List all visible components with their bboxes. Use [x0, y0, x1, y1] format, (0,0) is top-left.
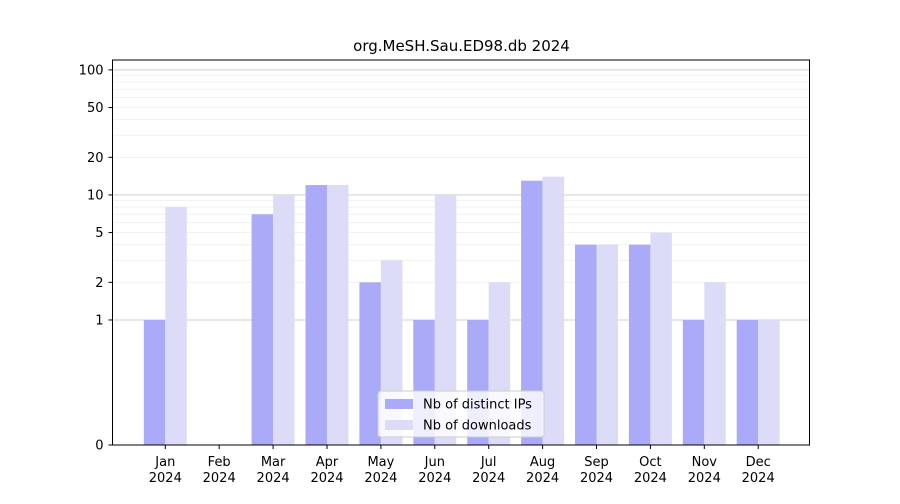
- x-axis: Jan 2024 Feb 2024 Mar 2024 Apr 2024 May 2024 Jun 20…: [149, 445, 775, 486]
- bar-distinct-ips: [628, 244, 651, 445]
- y-tick-label: 0: [95, 439, 103, 454]
- x-tick-label: Jul 2024: [472, 455, 505, 486]
- y-tick-label: 5: [95, 226, 103, 241]
- bar-distinct-ips: [305, 185, 327, 445]
- bars: [143, 176, 780, 445]
- bar-downloads: [758, 319, 780, 445]
- x-tick-label: Sep 2024: [580, 455, 613, 486]
- y-tick-label: 1: [95, 313, 103, 328]
- bar-downloads: [650, 232, 672, 445]
- legend-swatch-downloads: [385, 420, 413, 430]
- x-tick-label: Mar 2024: [257, 455, 290, 486]
- legend-swatch-distinct-ips: [385, 399, 413, 409]
- y-tick-label: 2: [95, 276, 103, 291]
- bar-distinct-ips: [736, 319, 759, 445]
- bar-distinct-ips: [682, 319, 705, 445]
- x-tick-label: Jan 2024: [149, 455, 182, 486]
- plot-frame: [112, 59, 810, 446]
- bar-distinct-ips: [359, 282, 381, 445]
- legend-label-distinct-ips: Nb of distinct IPs: [423, 398, 532, 413]
- bar-distinct-ips: [521, 180, 543, 445]
- y-tick-label: 20: [87, 151, 104, 166]
- bar-downloads: [542, 176, 565, 445]
- y-tick-label: 10: [87, 188, 104, 203]
- x-tick-label: Oct 2024: [634, 455, 667, 486]
- x-tick-label: Apr 2024: [310, 455, 343, 486]
- x-tick-label: Feb 2024: [203, 455, 236, 486]
- x-tick-label: Dec 2024: [742, 455, 775, 486]
- y-tick-label: 50: [87, 101, 104, 116]
- bar-downloads: [596, 244, 618, 445]
- x-tick-label: Jun 2024: [418, 455, 451, 486]
- x-tick-label: Nov 2024: [688, 455, 721, 486]
- bar-downloads: [327, 185, 349, 445]
- y-axis: 0 1 2 5 10 20 50 100: [79, 63, 113, 454]
- legend-box: [377, 390, 545, 438]
- legend: Nb of distinct IPs Nb of downloads: [377, 390, 545, 438]
- x-tick-label: May 2024: [364, 455, 397, 486]
- bar-downloads: [273, 194, 295, 445]
- bar-downloads: [165, 207, 187, 445]
- bar-distinct-ips: [575, 244, 597, 445]
- bar-distinct-ips: [143, 319, 166, 445]
- x-tick-label: Aug 2024: [526, 455, 559, 486]
- legend-label-downloads: Nb of downloads: [423, 419, 532, 434]
- bar-downloads: [434, 194, 457, 445]
- y-tick-label: 100: [79, 63, 104, 78]
- bar-downloads: [704, 282, 726, 445]
- chart-title: org.MeSH.Sau.ED98.db 2024: [353, 37, 570, 55]
- bar-distinct-ips: [251, 214, 274, 445]
